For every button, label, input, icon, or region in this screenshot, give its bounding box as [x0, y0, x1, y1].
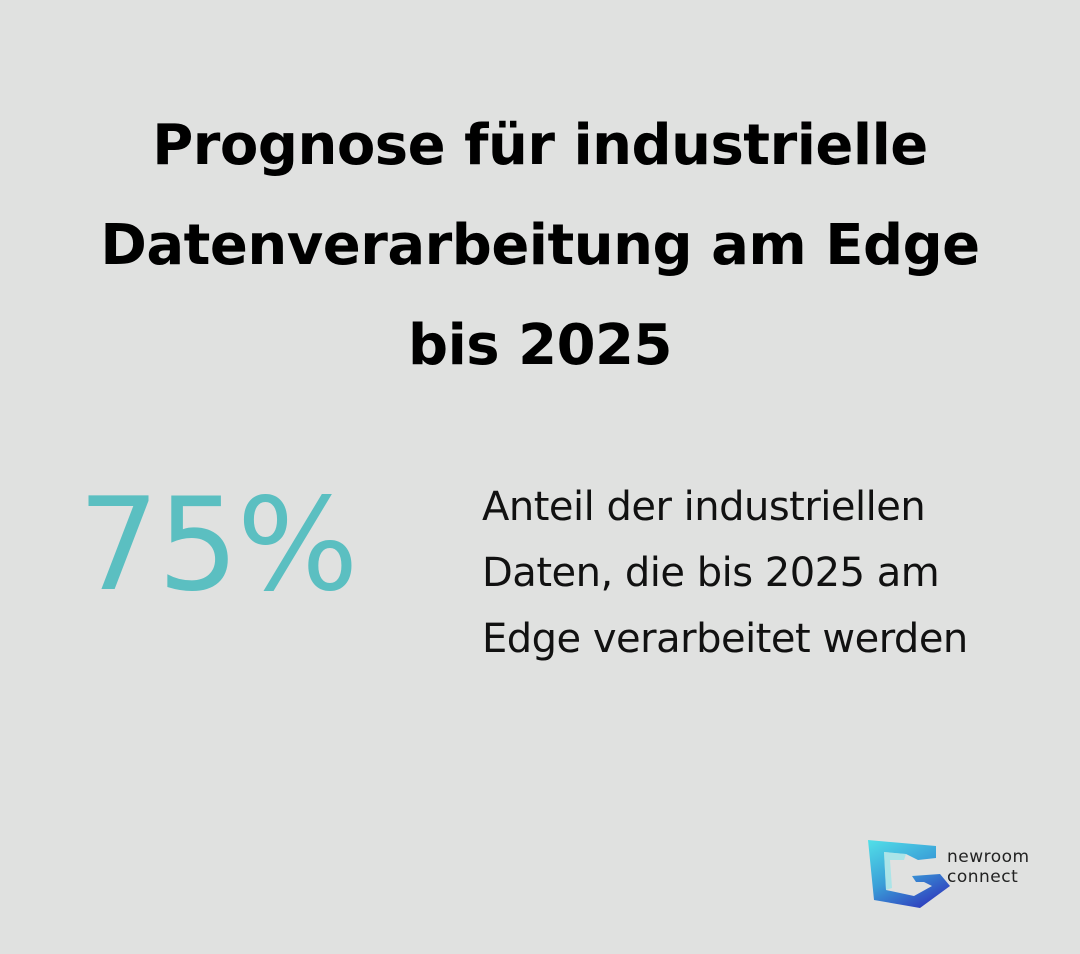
logo-text-line1: newroom	[947, 847, 1030, 867]
logo-text-line2: connect	[947, 867, 1019, 887]
page-title: Prognose für industrielle Datenverarbeit…	[100, 113, 980, 378]
stat-value: 75%	[78, 471, 358, 620]
brand-logo: newroom connect	[866, 838, 1046, 912]
newroom-connect-logo-icon	[868, 840, 950, 908]
stat-description: Anteil der industriellen Daten, die bis …	[482, 484, 968, 662]
logo-wordmark: newroom connect	[947, 847, 1030, 887]
